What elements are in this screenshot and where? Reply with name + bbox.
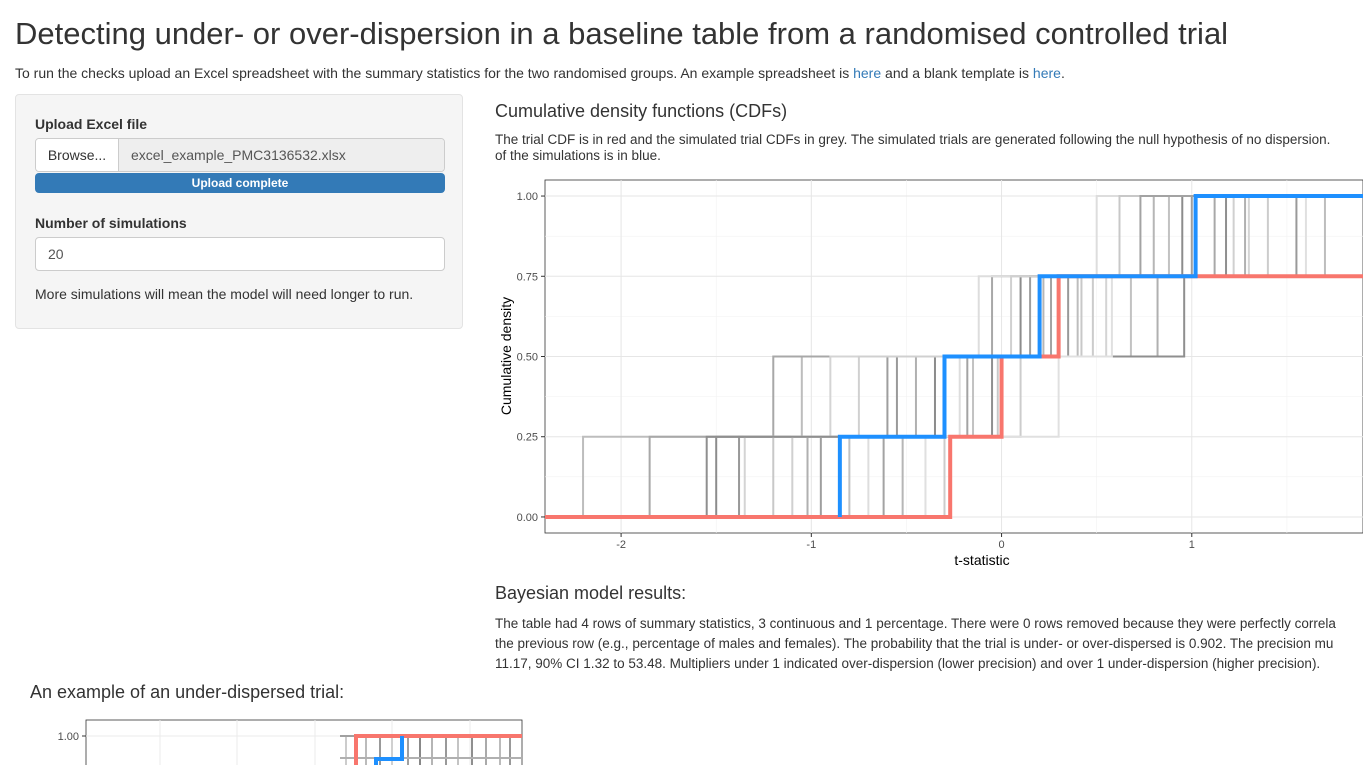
results-heading: Bayesian model results: — [495, 583, 687, 603]
y-tick-label-3: 0.75 — [517, 271, 538, 283]
page-title: Detecting under- or over-dispersion in a… — [15, 16, 1229, 51]
intro-text-end: . — [1060, 65, 1065, 81]
results-line2: the previous row (e.g., percentage of ma… — [495, 636, 1334, 651]
example-median-cdf — [374, 736, 404, 765]
y-tick-label-1: 0.25 — [517, 432, 538, 444]
cdf-description-line1: The trial CDF is in red and the simulate… — [495, 132, 1331, 147]
x-axis-label: t-statistic — [954, 552, 1009, 568]
simulations-label: Number of simulations — [35, 215, 187, 231]
y-tick-label-0: 0.00 — [517, 512, 538, 524]
cdf-chart: -2 -1 0 1 0.00 0.25 0.50 0.75 1.00 t-statistic C… — [498, 179, 1363, 568]
file-name-field[interactable]: excel_example_PMC3136532.xlsx — [119, 139, 444, 171]
blank-template-link[interactable]: here — [1032, 65, 1061, 81]
cdf-description-line2: of the simulations is in blue. — [495, 148, 661, 163]
upload-progress-bar: Upload complete — [35, 173, 445, 193]
simulations-input[interactable]: 20 — [35, 237, 445, 271]
axis-ticks: -2 -1 0 1 0.00 0.25 0.50 0.75 1.00 — [517, 191, 1195, 551]
x-tick-label-1: -1 — [806, 539, 816, 551]
x-tick-label-2: 0 — [998, 539, 1004, 551]
example-chart: 1.00 — [58, 719, 523, 765]
highlight-cdfs — [545, 194, 1363, 519]
results-line3: 11.17, 90% CI 1.32 to 53.48. Multipliers… — [495, 656, 1321, 671]
y-axis-label: Cumulative density — [498, 297, 514, 415]
example-trial-cdf — [354, 734, 522, 765]
x-tick-label-3: 1 — [1189, 539, 1195, 551]
upload-label: Upload Excel file — [35, 116, 148, 132]
example-heading: An example of an under-dispersed trial: — [30, 682, 345, 702]
example-y-tick-label: 1.00 — [58, 731, 79, 743]
intro-text-middle: and a blank template is — [881, 65, 1033, 81]
upload-progress-text: Upload complete — [191, 176, 289, 190]
median-cdf-line — [837, 194, 1363, 517]
cdf-heading: Cumulative density functions (CDFs) — [495, 101, 788, 121]
y-tick-label-2: 0.50 — [517, 352, 538, 364]
intro-text-start: To run the checks upload an Excel spread… — [15, 65, 854, 81]
intro-text: To run the checks upload an Excel spread… — [15, 65, 1065, 81]
simulations-help-text: More simulations will mean the model wil… — [35, 286, 414, 302]
file-input-group[interactable]: Browse... excel_example_PMC3136532.xlsx — [35, 138, 445, 172]
results-line1: The table had 4 rows of summary statisti… — [495, 616, 1336, 631]
browse-button[interactable]: Browse... — [36, 139, 119, 171]
y-tick-label-4: 1.00 — [517, 191, 538, 203]
x-tick-label-0: -2 — [616, 539, 626, 551]
example-spreadsheet-link[interactable]: here — [853, 65, 882, 81]
sidebar-panel: Upload Excel file Browse... excel_exampl… — [15, 94, 463, 329]
simulated-cdf-15 — [705, 195, 1363, 517]
